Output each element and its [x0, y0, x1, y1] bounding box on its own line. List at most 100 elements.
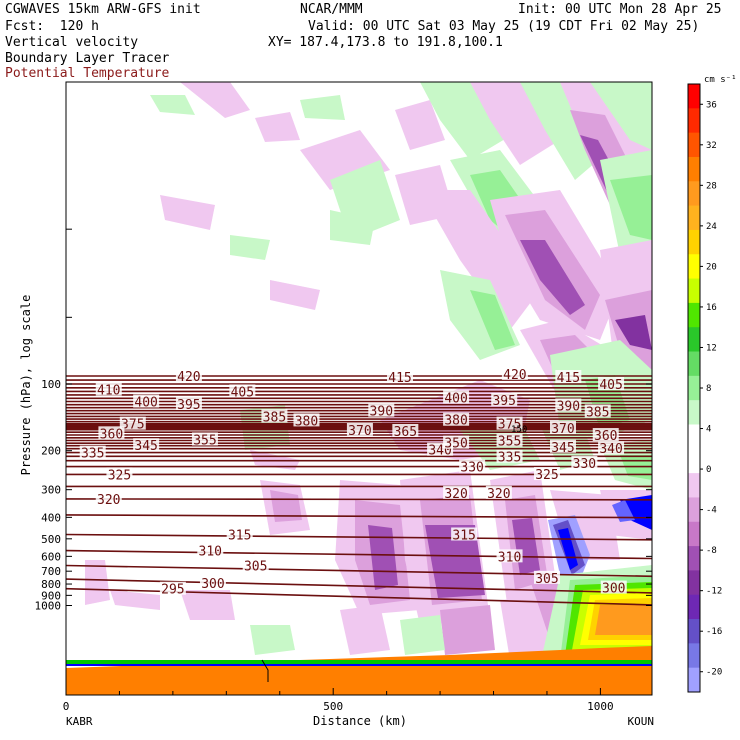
- x-axis-ticks: 0 500 1000: [63, 688, 614, 713]
- forecast-hour: Fcst: 120 h: [5, 19, 99, 34]
- theta-contour-label: 385: [263, 410, 286, 425]
- theta-contour-label: 395: [177, 398, 200, 413]
- updraft-moderate-blob: [610, 175, 652, 240]
- theta-label-bg: [533, 467, 560, 481]
- theta-label-bg: [133, 438, 160, 452]
- boundary-layer-top-edge-2: [66, 664, 652, 666]
- theta-label-bg: [549, 421, 576, 435]
- theta-contour-label: 405: [599, 378, 622, 393]
- theta-contour-label: 375: [121, 418, 144, 433]
- colorbar-swatch: [688, 156, 700, 182]
- downdraft-weak-blob: [340, 605, 390, 655]
- colorbar-swatch: [688, 643, 700, 669]
- theta-label-bg: [293, 413, 320, 427]
- theta-contour-label: 420: [177, 370, 200, 385]
- theta-contour-label: 340: [599, 442, 622, 457]
- theta-contour-label: 400: [444, 391, 467, 406]
- colorbar-tick-label: 8: [706, 384, 711, 394]
- theta-contour-label: 345: [134, 439, 157, 454]
- colorbar: 36 32 28 24 20 16 12 8 4 0 -4 -8 -12 -16 -20: [687, 83, 722, 693]
- theta-contour-label: 310: [498, 550, 521, 565]
- updraft-weak-blob: [330, 210, 375, 245]
- theta-contour-line: [65, 549, 653, 560]
- theta-label-bg: [119, 416, 146, 430]
- theta-contour-label: 350: [444, 437, 467, 452]
- theta-minor-label: 150: [511, 425, 527, 435]
- theta-label-bg: [443, 390, 470, 404]
- theta-contour-label: 300: [201, 577, 224, 592]
- theta-contour-label: 295: [161, 583, 184, 598]
- colorbar-swatch: [688, 351, 700, 377]
- downdraft-strong-blob: [368, 525, 398, 590]
- x-tick-label: 1000: [587, 700, 614, 713]
- theta-contour-label: 325: [108, 468, 131, 483]
- theta-label-bg: [485, 485, 512, 499]
- theta-contour-label: 305: [244, 560, 267, 575]
- downdraft-weak-blob: [420, 190, 540, 330]
- y-tick-label: 100: [41, 378, 61, 391]
- colorbar-tick-label: 0: [706, 465, 711, 475]
- theta-label-bg: [600, 580, 627, 594]
- theta-contour-label: 345: [551, 441, 574, 456]
- theta-contour-label: 310: [199, 545, 222, 560]
- theta-label-bg: [598, 377, 625, 390]
- colorbar-swatch: [688, 229, 700, 255]
- theta-contour-label: 420: [503, 368, 526, 383]
- colorbar-swatch: [688, 570, 700, 596]
- theta-label-bg: [459, 459, 486, 473]
- theta-label-bg: [549, 439, 576, 453]
- theta-contour-label: 320: [97, 493, 120, 508]
- theta-label-bg: [368, 403, 395, 417]
- downdraft-weak-blob: [180, 590, 235, 620]
- downdraft-weak-blob: [270, 280, 320, 310]
- theta-contour-label: 405: [231, 385, 254, 400]
- theta-contour-label: 335: [81, 447, 104, 462]
- theta-label-bg: [106, 467, 133, 481]
- colorbar-tick-label: -20: [706, 668, 722, 678]
- updraft-moderate-blob: [470, 290, 515, 350]
- theta-label-bg: [443, 435, 470, 449]
- theta-contour-label: 415: [557, 371, 580, 386]
- theta-contour-label: 355: [193, 433, 216, 448]
- downdraft-weak-blob: [180, 82, 250, 118]
- colorbar-swatch: [688, 619, 700, 644]
- theta-label-bg: [242, 558, 269, 572]
- downdraft-moderate-blob: [440, 605, 495, 655]
- theta-contour-line: [65, 498, 653, 501]
- updraft-strongest-blob: [595, 605, 652, 635]
- theta-label-bg: [387, 370, 413, 384]
- theta-contour-line: [65, 533, 653, 541]
- field-boundary-layer-tracer: Boundary Layer Tracer: [5, 51, 170, 66]
- colorbar-swatch: [688, 424, 700, 450]
- theta-contour-label: 365: [394, 425, 417, 440]
- downdraft-weak-blob: [255, 112, 300, 142]
- theta-label-bg: [95, 491, 122, 505]
- downdraft-moderate-blob: [270, 490, 302, 522]
- theta-label-bg: [496, 416, 523, 430]
- theta-contour-label: 360: [100, 427, 123, 442]
- updraft-weak-blob: [250, 625, 295, 655]
- theta-label-bg: [79, 445, 106, 459]
- valid-time: Valid: 00 UTC Sat 03 May 25 (19 CDT Fri …: [308, 19, 700, 34]
- colorbar-tick-label: -8: [706, 546, 717, 556]
- theta-label-bg: [598, 441, 625, 455]
- theta-label-bg: [392, 423, 419, 437]
- colorbar-tick-label: 12: [706, 343, 717, 353]
- colorbar-tick-label: 20: [706, 262, 717, 272]
- theta-contour-label: 315: [452, 528, 475, 543]
- theta-contour-label: 320: [487, 487, 510, 502]
- theta-label-bg: [175, 396, 202, 410]
- theta-contour-line: [65, 578, 653, 594]
- colorbar-tick-label: -4: [706, 506, 717, 516]
- colorbar-swatch: [688, 400, 700, 425]
- y-tick-label: 400: [41, 511, 61, 524]
- cross-section-endpoints: XY= 187.4,173.8 to 191.8,100.1: [268, 35, 503, 50]
- theta-label-bg: [571, 455, 598, 469]
- plot-frame: [65, 81, 653, 696]
- run-title: CGWAVES 15km ARW-GFS init: [5, 2, 201, 17]
- y-tick-label: 800: [41, 578, 61, 591]
- terrain-outline: [261, 659, 269, 682]
- colorbar-swatch: [688, 84, 700, 109]
- downdraft-weak-blob: [110, 590, 160, 610]
